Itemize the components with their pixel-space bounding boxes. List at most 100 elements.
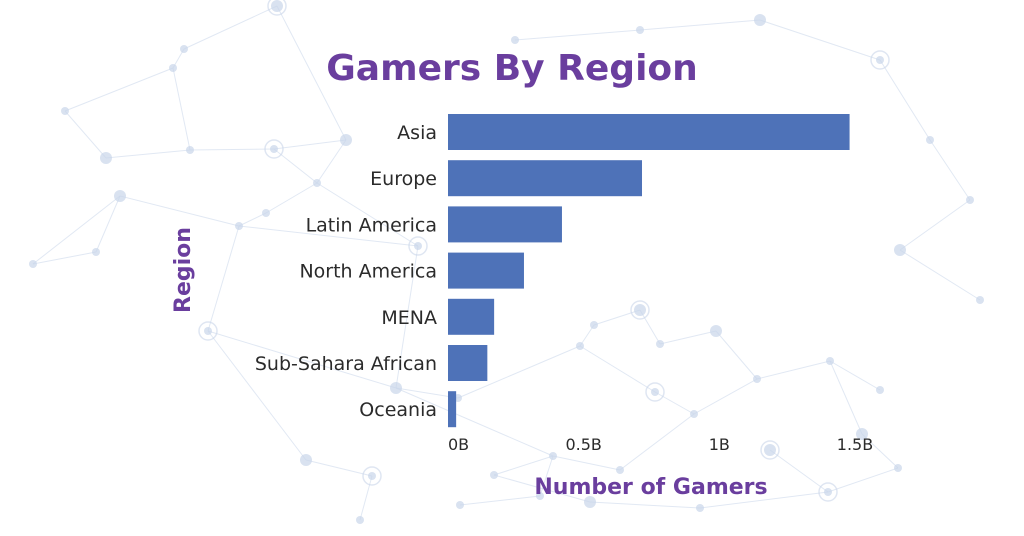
network-node [270,145,278,153]
network-line [395,245,419,389]
network-node [876,386,884,394]
network-line [759,19,881,61]
network-node-ring [198,321,218,341]
network-node-ring [267,0,287,16]
network-line [899,249,981,301]
network-node [300,454,312,466]
network-node [926,136,934,144]
network-line [64,110,107,159]
network-line [539,455,554,497]
network-line [769,449,829,493]
bars [448,114,850,428]
network-line [589,501,701,509]
network-line [276,5,347,141]
bar-north-america [448,252,524,289]
network-line [316,139,347,184]
network-line [619,413,695,471]
network-line [238,212,267,227]
network-node [826,357,834,365]
network-line [64,67,174,112]
network-node [634,304,646,316]
network-node [824,488,832,496]
network-node [876,56,884,64]
network-line [265,182,318,214]
network-node [690,410,698,418]
network-line [639,309,661,345]
network-line [395,387,459,399]
network-line [457,345,581,399]
network-line [829,360,881,391]
category-label: Sub-Sahara African [255,353,437,375]
x-tick-label: 0B [448,435,469,454]
network-node [754,14,766,26]
network-node [856,428,868,440]
network-line [316,182,419,247]
network-node-ring [760,440,780,460]
network-line [579,345,656,393]
network-line [459,495,541,506]
network-node-ring [362,466,382,486]
network-line [359,475,373,521]
network-node-ring [264,139,284,159]
network-line [493,455,554,476]
network-node [356,516,364,524]
network-line [693,378,758,415]
network-line [105,149,191,159]
network-node-ring [645,382,665,402]
bar-asia [448,114,850,150]
network-node [651,388,659,396]
network-line [829,360,863,435]
network-node [114,190,126,202]
network-line [32,251,97,265]
category-label: Europe [370,168,437,190]
network-line [119,195,240,227]
category-label: Latin America [306,214,437,236]
network-node-ring [818,482,838,502]
network-node [511,36,519,44]
x-axis-title: Number of Gamers [534,475,767,500]
network-node [169,64,177,72]
network-line [172,67,191,151]
network-node [390,382,402,394]
network-node [696,504,704,512]
network-node [368,472,376,480]
network-node [764,444,776,456]
network-node [490,471,498,479]
network-node [180,45,188,53]
network-node [616,466,624,474]
network-line [699,491,829,509]
network-line [514,29,641,41]
network-node [536,492,544,500]
network-node [235,222,243,230]
network-node [414,242,422,250]
network-node [204,327,212,335]
network-line [861,433,899,469]
network-node [271,0,283,12]
network-line [593,309,641,326]
network-node [456,501,464,509]
network-line [273,139,347,150]
network-line [654,391,695,415]
network-line [207,225,240,332]
network-node [584,496,596,508]
category-label: MENA [381,307,437,329]
network-node [590,321,598,329]
network-node [100,152,112,164]
category-labels: Asia Europe Latin America North America MENA… [255,122,437,421]
bar-oceania [448,391,457,428]
category-label: Asia [397,122,437,144]
network-node [549,452,557,460]
network-node-ring [408,236,428,256]
network-node [262,209,270,217]
network-node [976,296,984,304]
network-line [929,139,971,201]
network-line [183,5,278,50]
network-node-ring [870,50,890,70]
category-label: Oceania [359,399,437,421]
network-line [238,225,419,247]
category-label: North America [299,261,437,283]
network-node-ring [630,300,650,320]
x-tick-label: 1B [709,435,730,454]
